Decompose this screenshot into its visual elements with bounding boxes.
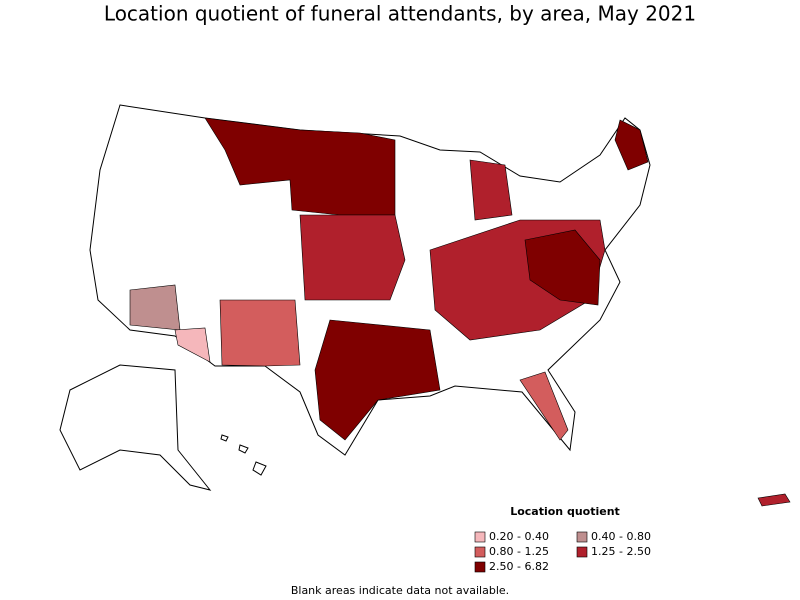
region [614, 119, 649, 171]
legend: 0.20 - 0.40 0.40 - 0.80 0.80 - 1.25 1.25 - … [474, 530, 651, 573]
us-map [59, 104, 791, 507]
region [129, 284, 181, 331]
region [219, 299, 301, 367]
legend-label: 0.80 - 1.25 [489, 545, 549, 558]
legend-swatch [474, 531, 486, 543]
legend-label: 0.40 - 0.80 [591, 530, 651, 543]
alaska [59, 364, 212, 491]
hawaii [220, 434, 267, 476]
region [174, 327, 211, 363]
legend-label: 0.20 - 0.40 [489, 530, 549, 543]
puerto-rico [757, 493, 791, 507]
region [524, 229, 601, 306]
map-title: Location quotient of funeral attendants,… [104, 2, 696, 26]
footnote: Blank areas indicate data not available. [291, 584, 509, 597]
region [314, 319, 441, 441]
region [469, 159, 513, 221]
legend-swatch [576, 546, 588, 558]
legend-title: Location quotient [510, 505, 620, 518]
region [299, 214, 406, 301]
region [519, 371, 569, 441]
legend-swatch [576, 531, 588, 543]
legend-swatch [474, 561, 486, 573]
legend-label: 2.50 - 6.82 [489, 560, 549, 573]
legend-swatch [474, 546, 486, 558]
legend-label: 1.25 - 2.50 [591, 545, 651, 558]
